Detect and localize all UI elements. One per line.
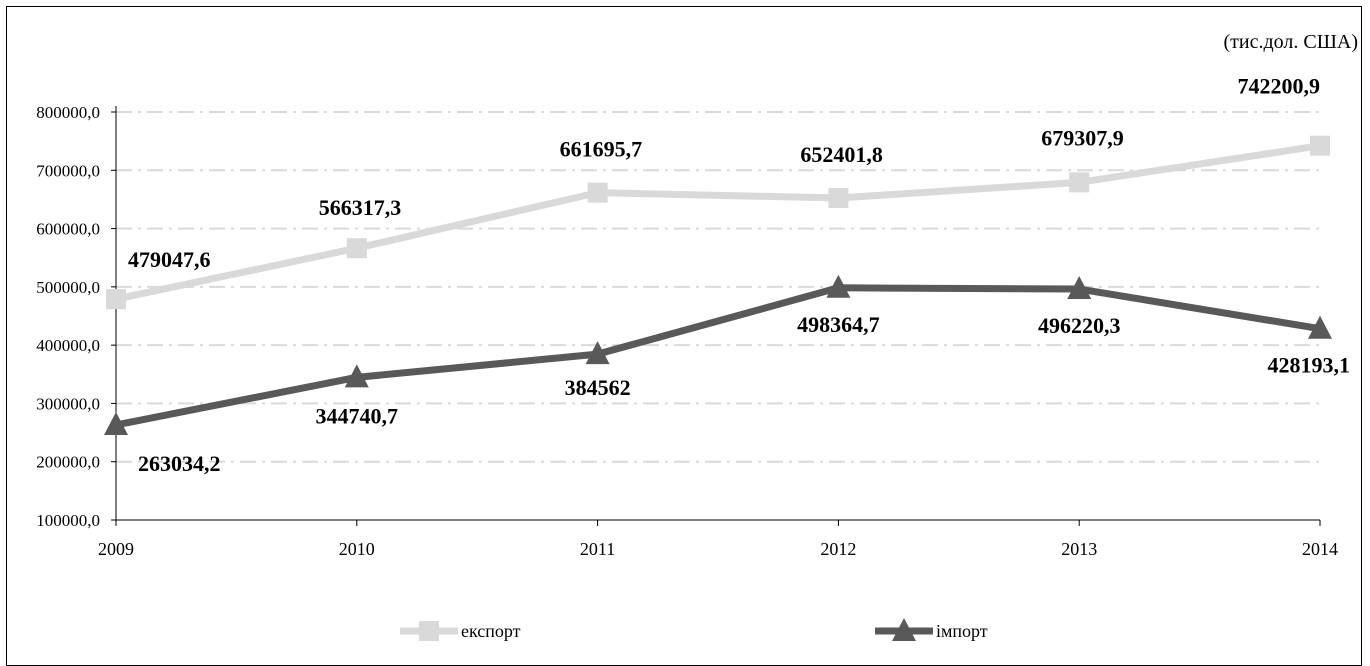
legend-label: імпорт: [936, 621, 988, 641]
data-point-експорт: [346, 238, 367, 259]
line-chart: (тис.дол. США) 100000,0 200000,0 300000,0 4…: [36, 31, 1359, 641]
y-tick-label: 500000,0: [36, 278, 100, 297]
x-tick-label: 2012: [820, 539, 856, 559]
data-label: 479047,6: [128, 247, 211, 272]
unit-note: (тис.дол. США): [1224, 31, 1359, 53]
data-point-імпорт: [1067, 276, 1092, 300]
y-tick-label: 300000,0: [36, 394, 100, 413]
y-tick-label: 600000,0: [36, 220, 100, 239]
series-group: [104, 135, 1332, 435]
y-tick-label: 800000,0: [36, 103, 100, 122]
x-tick-label: 2014: [1302, 539, 1338, 559]
series-line-експорт: [115, 142, 1321, 303]
y-tick-label: 700000,0: [36, 161, 100, 180]
x-tick-label: 2009: [98, 539, 134, 559]
series-line-імпорт: [115, 284, 1321, 429]
data-point-експорт: [587, 182, 608, 203]
y-tick-label: 100000,0: [36, 511, 100, 530]
legend: експорт імпорт: [400, 618, 988, 641]
legend-label: експорт: [461, 621, 521, 641]
axes: 100000,0 200000,0 300000,0 400000,0 500000,0…: [36, 103, 1338, 559]
x-tick-label: 2011: [580, 539, 615, 559]
data-point-імпорт: [104, 411, 128, 435]
data-label: 652401,8: [800, 142, 883, 167]
data-point-експорт: [1069, 172, 1090, 193]
grid-lines: [116, 111, 1320, 463]
data-point-імпорт: [585, 341, 610, 365]
x-tick-label: 2010: [339, 539, 375, 559]
data-label: 498364,7: [797, 312, 880, 337]
data-label: 566317,3: [319, 195, 402, 220]
data-label: 661695,7: [560, 137, 643, 162]
data-label: 263034,2: [138, 451, 221, 476]
data-point-імпорт: [826, 274, 851, 298]
legend-marker-імпорт: [892, 618, 916, 641]
data-label: 742200,9: [1238, 74, 1321, 99]
data-point-імпорт: [344, 364, 369, 388]
data-point-експорт: [1310, 135, 1330, 156]
data-label: 428193,1: [1268, 353, 1351, 378]
y-tick-label: 400000,0: [36, 336, 100, 355]
x-tick-label: 2013: [1061, 539, 1097, 559]
data-label: 496220,3: [1038, 313, 1121, 338]
data-labels: 479047,6 566317,3 661695,7 652401,8 679307,9…: [128, 74, 1350, 476]
data-label: 384562: [565, 375, 631, 400]
data-point-імпорт: [1308, 315, 1332, 339]
data-label: 679307,9: [1041, 125, 1124, 150]
chart-frame: [6, 6, 1362, 666]
data-label: 344740,7: [316, 403, 399, 428]
y-tick-label: 200000,0: [36, 453, 100, 472]
data-point-експорт: [828, 188, 849, 209]
legend-marker-експорт: [419, 621, 439, 641]
data-point-експорт: [106, 289, 126, 310]
